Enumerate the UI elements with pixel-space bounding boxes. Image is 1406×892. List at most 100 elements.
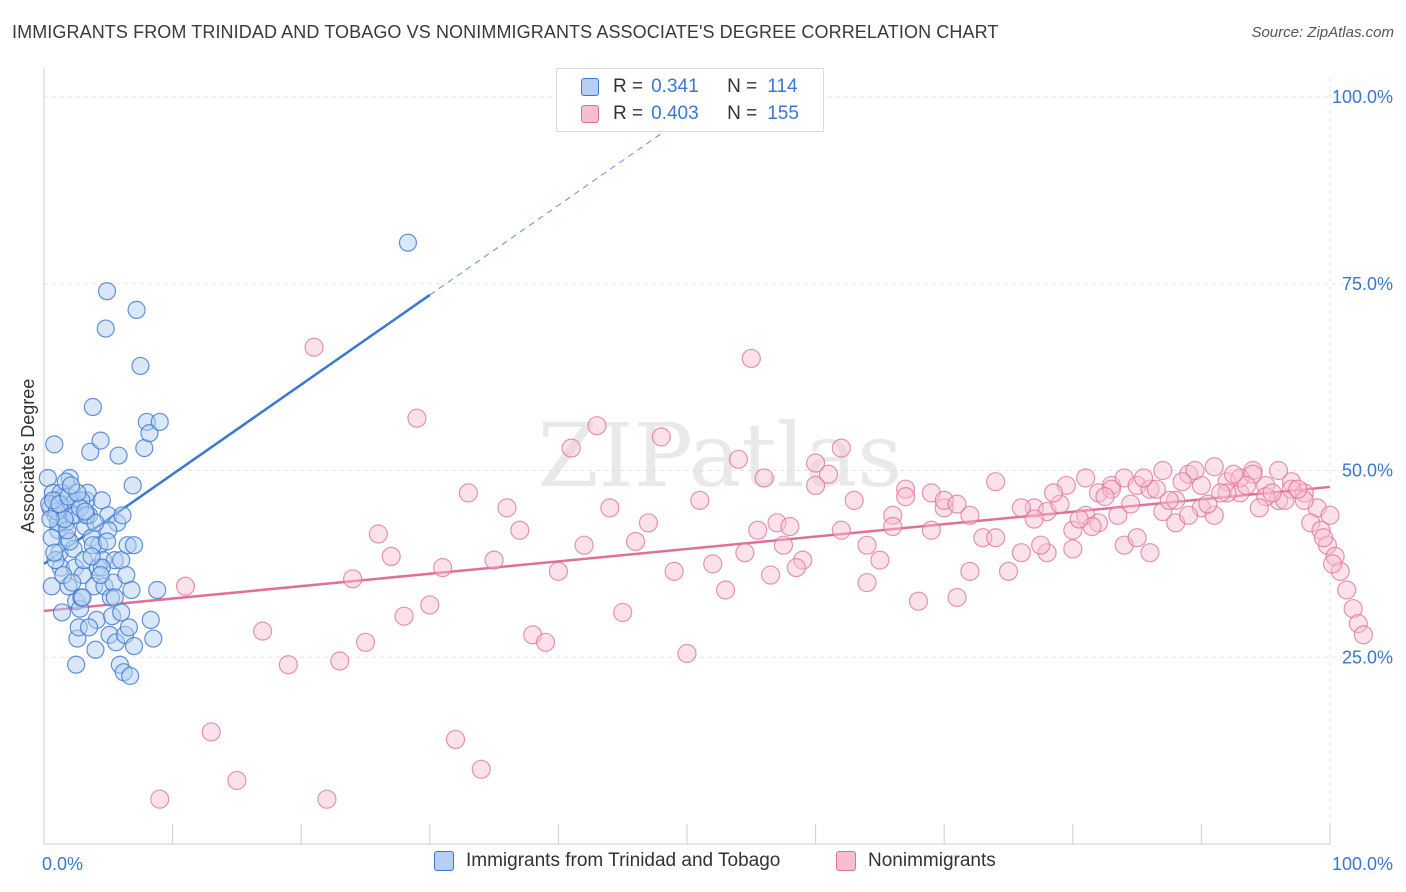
nonimmigrants-point [934, 490, 954, 510]
immigrants-point [140, 424, 159, 443]
nonimmigrants-point [1281, 479, 1302, 499]
nonimmigrants-point [355, 632, 376, 652]
nonimmigrants-point [1037, 543, 1057, 563]
nonimmigrants-point [1236, 475, 1257, 496]
nonimmigrants-point [613, 602, 633, 623]
immigrants-point [61, 476, 81, 495]
nonimmigrants-point [1243, 464, 1263, 484]
nonimmigrants-point [1043, 483, 1064, 503]
nonimmigrants-point [1268, 460, 1289, 481]
nonimmigrants-point [1011, 543, 1031, 563]
immigrants-point [124, 636, 144, 656]
nonimmigrants-point [330, 651, 350, 671]
nonimmigrants-point [1140, 479, 1160, 499]
nonimmigrants-point [1249, 498, 1269, 518]
nonimmigrants-point [304, 337, 324, 357]
nonimmigrants-point [677, 643, 697, 664]
bottom-legend: Immigrants from Trinidad and Tobago Noni… [0, 850, 1406, 880]
bottom-legend-item-immigrants: Immigrants from Trinidad and Tobago [434, 850, 780, 872]
nonimmigrants-point [445, 729, 466, 750]
nonimmigrants-point [497, 498, 517, 518]
nonimmigrants-point [1146, 479, 1166, 499]
legend-n-value: 155 [767, 103, 799, 124]
nonimmigrants-point [883, 505, 903, 525]
nonimmigrants-point [1101, 479, 1121, 499]
nonimmigrants-point [1011, 498, 1031, 518]
nonimmigrants-point [831, 520, 851, 540]
immigrants-point [127, 300, 146, 319]
nonimmigrants-point [857, 572, 877, 593]
nonimmigrants-point [1320, 505, 1340, 525]
nonimmigrants-point [818, 464, 839, 484]
nonimmigrants-point [1153, 501, 1173, 522]
nonimmigrants-point [741, 348, 761, 369]
nonimmigrants-point [1076, 468, 1096, 488]
bottom-legend-swatch-blue [434, 851, 454, 871]
nonimmigrants-point [735, 543, 755, 563]
nonimmigrants-point [1294, 490, 1314, 510]
nonimmigrants-point [1288, 479, 1308, 499]
nonimmigrants-point [1133, 468, 1154, 488]
nonimmigrants-point [1301, 513, 1321, 533]
legend-row-nonimmigrants: R = 0.403 N = 155 [581, 102, 799, 126]
nonimmigrants-point [1140, 543, 1160, 563]
legend-swatch-blue [581, 78, 599, 96]
nonimmigrants-point [908, 591, 929, 611]
nonimmigrants-point [201, 722, 221, 742]
nonimmigrants-point [883, 516, 903, 537]
nonimmigrants-point [857, 535, 877, 555]
axes [43, 68, 1331, 845]
nonimmigrants-point [381, 546, 401, 567]
immigrants-point [73, 588, 92, 607]
nonimmigrants-point [150, 789, 170, 809]
y-axis-label: Associate's Degree [18, 379, 38, 534]
immigrants-point [52, 603, 72, 622]
nonimmigrants-point [844, 490, 864, 510]
immigrants-point [124, 536, 144, 555]
nonimmigrants-point [1330, 561, 1350, 581]
nonimmigrants-point [728, 449, 749, 469]
legend-r-label: R = [613, 103, 644, 124]
source-label: Source: ZipAtlas.com [1251, 24, 1394, 41]
immigrants-point [112, 603, 131, 622]
immigrants-point [141, 610, 160, 630]
nonimmigrants-point [600, 498, 620, 518]
x-tick-label: 0.0% [42, 854, 83, 874]
nonimmigrants-point [278, 655, 298, 675]
nonimmigrants-point [1223, 464, 1244, 484]
nonimmigrants-point [703, 554, 723, 574]
legend-r-label: R = [613, 76, 644, 97]
nonimmigrants-point [1050, 494, 1070, 514]
nonimmigrants-point [896, 487, 916, 507]
bottom-legend-item-nonimmigrants: Nonimmigrants [836, 850, 996, 872]
nonimmigrants-point [1063, 520, 1083, 540]
immigrants-point [109, 446, 128, 465]
nonimmigrants-trend-line [43, 485, 1331, 613]
nonimmigrants-point [1325, 546, 1345, 567]
watermark: ZIPatlas [538, 404, 903, 507]
nonimmigrants-point [715, 580, 736, 600]
nonimmigrants-point [1127, 528, 1147, 548]
nonimmigrants-point [1281, 472, 1302, 492]
nonimmigrants-point [760, 565, 781, 585]
immigrants-point [83, 397, 102, 417]
nonimmigrants-point [1069, 509, 1089, 529]
nonimmigrants-point [651, 427, 671, 447]
nonimmigrants-point [947, 494, 967, 514]
nonimmigrants-point [896, 479, 916, 499]
immigrants-point [86, 640, 105, 659]
nonimmigrants-point [998, 561, 1019, 581]
nonimmigrants-point [1121, 494, 1141, 514]
chart-title: IMMIGRANTS FROM TRINIDAD AND TOBAGO VS N… [12, 22, 999, 42]
immigrants-point [105, 588, 124, 607]
bottom-legend-label: Nonimmigrants [868, 850, 996, 871]
y-tick-label: 75.0% [1342, 274, 1393, 294]
nonimmigrants-point [1211, 483, 1231, 503]
nonimmigrants-point [1217, 472, 1237, 492]
nonimmigrants-point [1313, 528, 1334, 548]
y-tick-label: 25.0% [1342, 647, 1393, 667]
nonimmigrants-point [934, 498, 954, 518]
nonimmigrants-point [1337, 580, 1357, 600]
nonimmigrants-point [1204, 457, 1224, 477]
